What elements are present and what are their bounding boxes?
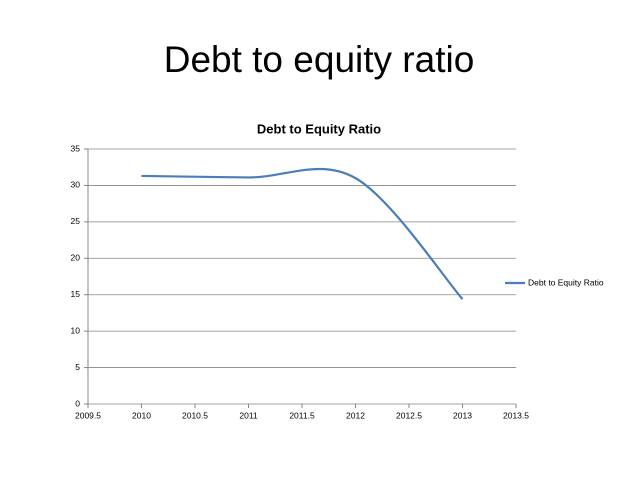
y-tick-label: 25 xyxy=(71,216,81,226)
chart-title: Debt to Equity Ratio xyxy=(257,121,381,136)
y-tick-label: 5 xyxy=(75,362,80,372)
line-series xyxy=(141,167,464,300)
x-tick-label: 2012.5 xyxy=(396,410,422,420)
y-tick-label: 35 xyxy=(71,143,81,153)
y-tick-label: 0 xyxy=(75,398,80,408)
x-tick-label: 2013.5 xyxy=(503,410,529,420)
y-tick-label: 10 xyxy=(71,325,81,335)
legend-label: Debt to Equity Ratio xyxy=(528,277,604,287)
x-tick-label: 2012 xyxy=(346,410,365,420)
x-tick-label: 2013 xyxy=(453,410,472,420)
y-tick-label: 15 xyxy=(71,289,81,299)
y-tick-label: 30 xyxy=(71,180,81,190)
y-tick-label: 20 xyxy=(71,253,81,263)
slide-title: Debt to equity ratio xyxy=(164,39,475,80)
x-tick-label: 2010.5 xyxy=(182,410,208,420)
x-tick-label: 2010 xyxy=(132,410,151,420)
x-tick-label: 2011.5 xyxy=(289,410,315,420)
x-tick-label: 2011 xyxy=(239,410,258,420)
x-tick-label: 2009.5 xyxy=(75,410,101,420)
